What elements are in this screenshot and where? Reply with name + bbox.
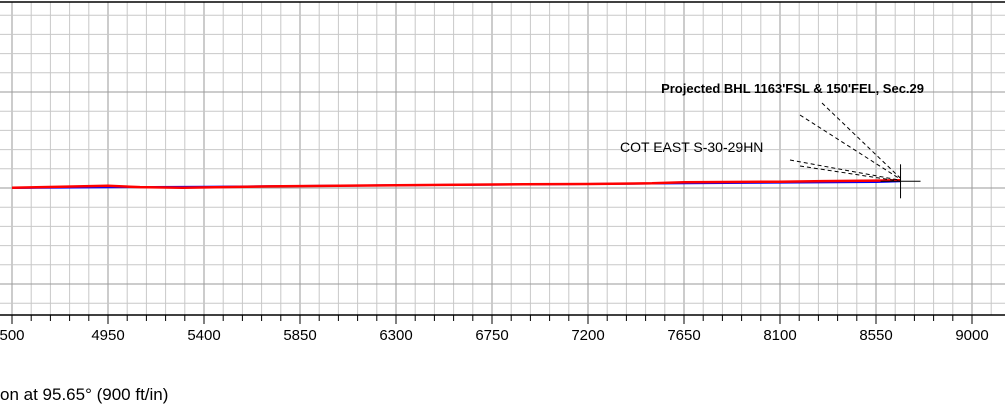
well-name-leader-line-2 [799, 165, 901, 182]
x-axis-ticks [11, 315, 973, 324]
plot-frame [0, 1, 1005, 316]
x-axis-label: on at 95.65° (900 ft/in) [0, 385, 168, 404]
actual-well-path-line [11, 178, 901, 190]
annotation-group: Projected BHL 1163'FSL & 150'FEL, Sec.29… [620, 81, 924, 182]
x-axis-tick-labels: 500 4950 5400 5850 6300 6750 7200 7650 8100 8550 9… [0, 327, 989, 344]
well-name-annotation: COT EAST S-30-29HN [620, 139, 763, 155]
bhl-leader-line-2 [799, 114, 901, 180]
x-tick-label: 8100 [763, 327, 796, 344]
x-tick-label: 5400 [187, 327, 220, 344]
x-tick-label: 7200 [571, 327, 604, 344]
x-tick-label: 6750 [475, 327, 508, 344]
x-tick-label: 6300 [379, 327, 412, 344]
x-tick-label: 5850 [283, 327, 316, 344]
x-tick-label: 500 [0, 327, 25, 344]
x-tick-label: 4950 [91, 327, 124, 344]
well-path-series [11, 178, 901, 190]
x-tick-label: 9000 [955, 327, 988, 344]
projected-bhl-annotation: Projected BHL 1163'FSL & 150'FEL, Sec.29 [661, 81, 924, 96]
chart-grid [0, 2, 1005, 315]
well-name-leader-line-1 [789, 159, 901, 181]
bhl-leader-line-1 [821, 102, 901, 179]
x-tick-label: 7650 [667, 327, 700, 344]
x-tick-label: 8550 [859, 327, 892, 344]
